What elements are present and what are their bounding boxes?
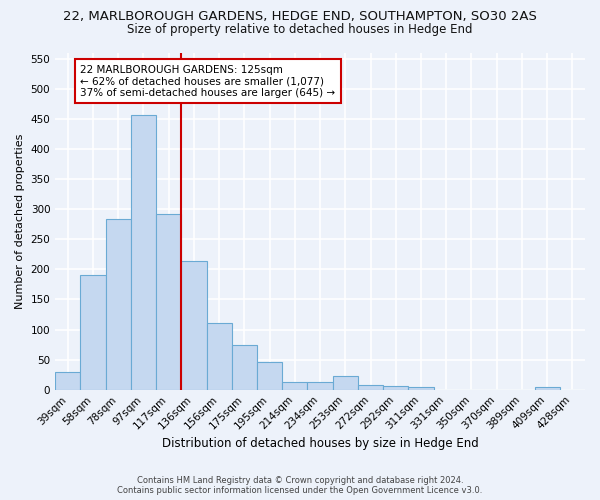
Bar: [206, 324, 232, 390]
Bar: [535, 386, 560, 390]
Bar: [358, 385, 383, 390]
Bar: [181, 262, 206, 390]
Y-axis label: Number of detached properties: Number of detached properties: [15, 134, 25, 309]
Text: Size of property relative to detached houses in Hedge End: Size of property relative to detached ho…: [127, 22, 473, 36]
Bar: [409, 386, 434, 390]
Text: Contains HM Land Registry data © Crown copyright and database right 2024.
Contai: Contains HM Land Registry data © Crown c…: [118, 476, 482, 495]
Bar: [257, 362, 282, 390]
Bar: [282, 382, 307, 390]
X-axis label: Distribution of detached houses by size in Hedge End: Distribution of detached houses by size …: [162, 437, 478, 450]
Text: 22, MARLBOROUGH GARDENS, HEDGE END, SOUTHAMPTON, SO30 2AS: 22, MARLBOROUGH GARDENS, HEDGE END, SOUT…: [63, 10, 537, 23]
Bar: [55, 372, 80, 390]
Bar: [156, 214, 181, 390]
Bar: [106, 218, 131, 390]
Bar: [131, 114, 156, 390]
Bar: [307, 382, 332, 390]
Bar: [332, 376, 358, 390]
Bar: [80, 276, 106, 390]
Text: 22 MARLBOROUGH GARDENS: 125sqm
← 62% of detached houses are smaller (1,077)
37% : 22 MARLBOROUGH GARDENS: 125sqm ← 62% of …: [80, 64, 335, 98]
Bar: [383, 386, 409, 390]
Bar: [232, 345, 257, 390]
